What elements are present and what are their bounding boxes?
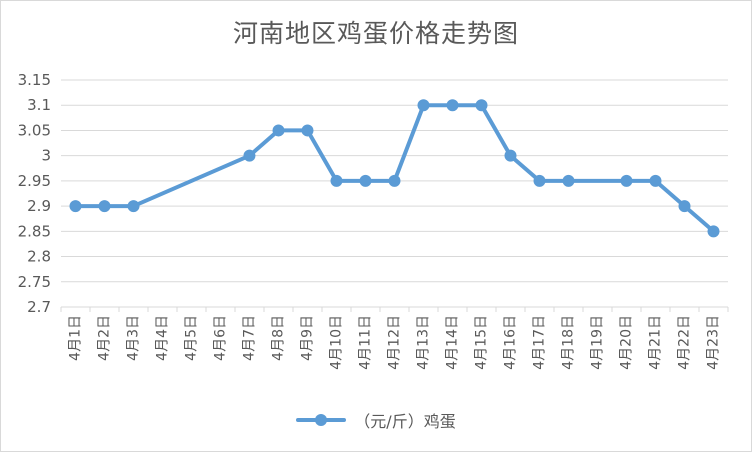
y-tick-label: 3.1: [27, 96, 51, 114]
x-tick-label: 4月8日: [271, 315, 287, 361]
x-axis-ticks: 4月1日 4月2日 4月3日 4月4日 4月5日 4月6日 4月7日 4月8日 4月9日 4月10…: [68, 315, 722, 370]
data-point: [127, 200, 140, 213]
legend-label: （元/斤）鸡蛋: [354, 412, 456, 431]
data-point: [388, 174, 401, 187]
data-point: [417, 99, 430, 112]
legend-marker: [296, 413, 347, 427]
data-point: [533, 174, 546, 187]
legend: （元/斤）鸡蛋: [0, 407, 752, 433]
data-point: [446, 99, 459, 112]
data-point: [272, 124, 285, 137]
x-tick-label: 4月5日: [184, 315, 200, 361]
y-tick-label: 3: [41, 147, 51, 165]
x-tick-label: 4月10日: [329, 315, 345, 370]
x-tick-label: 4月6日: [213, 315, 229, 361]
x-tick-label: 4月9日: [300, 315, 316, 361]
y-axis-ticks: 2.7 2.75 2.8 2.85 2.9 2.95 3 3.05 3.1 3.15: [18, 71, 51, 316]
data-point: [649, 174, 662, 187]
y-tick-label: 3.15: [18, 71, 51, 89]
x-tick-label: 4月21日: [648, 315, 664, 370]
x-tick-label: 4月20日: [619, 315, 635, 370]
y-tick-label: 2.9: [27, 197, 51, 215]
x-tick-label: 4月14日: [445, 315, 461, 370]
data-point: [620, 174, 633, 187]
y-tick-label: 2.85: [18, 222, 51, 240]
x-tick-label: 4月2日: [97, 315, 113, 361]
y-tick-label: 2.8: [27, 248, 51, 266]
x-tick-label: 4月15日: [474, 315, 490, 370]
x-tick-label: 4月13日: [416, 315, 432, 370]
series-line: [73, 103, 716, 234]
data-point: [69, 200, 82, 213]
y-tick-label: 3.05: [18, 121, 51, 139]
y-tick-label: 2.7: [27, 298, 51, 316]
data-point: [678, 200, 691, 213]
x-tick-label: 4月12日: [387, 315, 403, 370]
x-tick-label: 4月16日: [503, 315, 519, 370]
chart-title: 河南地区鸡蛋价格走势图: [232, 19, 519, 48]
y-tick-label: 2.95: [18, 172, 51, 190]
data-point: [330, 174, 343, 187]
legend-dot-swatch: [315, 414, 328, 426]
x-tick-label: 4月7日: [242, 315, 258, 361]
series-layer: [69, 99, 720, 238]
x-tick-label: 4月19日: [590, 315, 606, 370]
x-tick-label: 4月17日: [532, 315, 548, 370]
data-point: [301, 124, 314, 137]
x-tick-label: 4月1日: [68, 315, 84, 361]
x-tick-label: 4月18日: [561, 315, 577, 370]
x-tick-label: 4月11日: [358, 315, 374, 370]
x-tick-label: 4月23日: [706, 315, 722, 370]
y-tick-label: 2.75: [18, 273, 51, 291]
x-tick-label: 4月3日: [126, 315, 142, 361]
x-tick-label: 4月22日: [677, 315, 693, 370]
data-point: [504, 149, 517, 162]
data-point: [475, 99, 488, 112]
data-point: [562, 174, 575, 187]
data-point: [243, 149, 256, 162]
data-point: [98, 200, 111, 213]
data-point: [359, 174, 372, 187]
data-point: [707, 225, 720, 238]
x-tick-label: 4月4日: [155, 315, 171, 361]
